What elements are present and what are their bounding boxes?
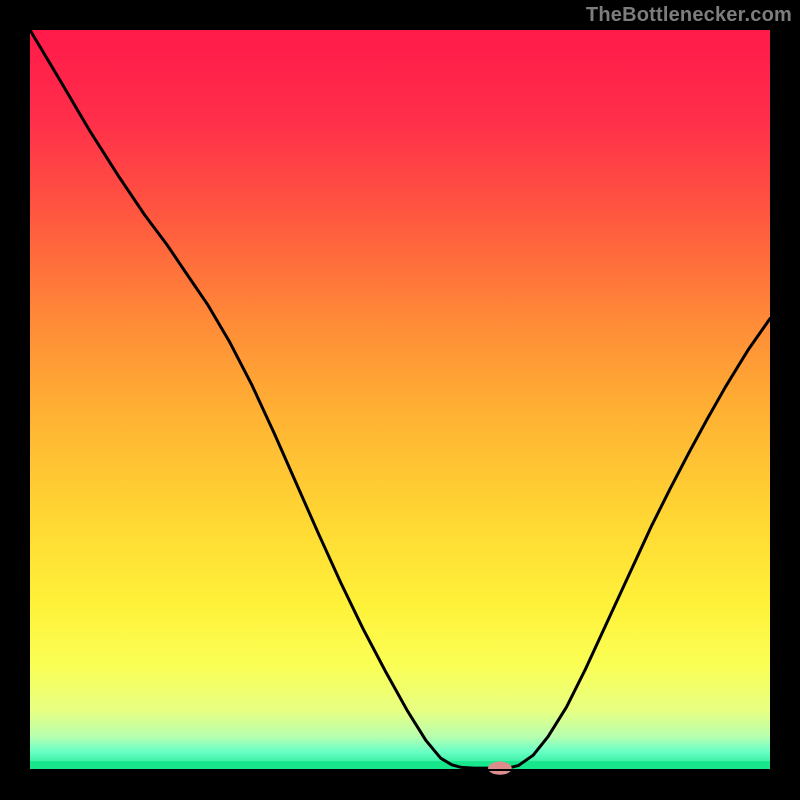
gradient-background [30, 30, 770, 770]
chart-frame: TheBottlenecker.com [0, 0, 800, 800]
green-floor [30, 761, 770, 770]
optimal-point-marker [488, 761, 512, 774]
bottleneck-chart [0, 0, 800, 800]
